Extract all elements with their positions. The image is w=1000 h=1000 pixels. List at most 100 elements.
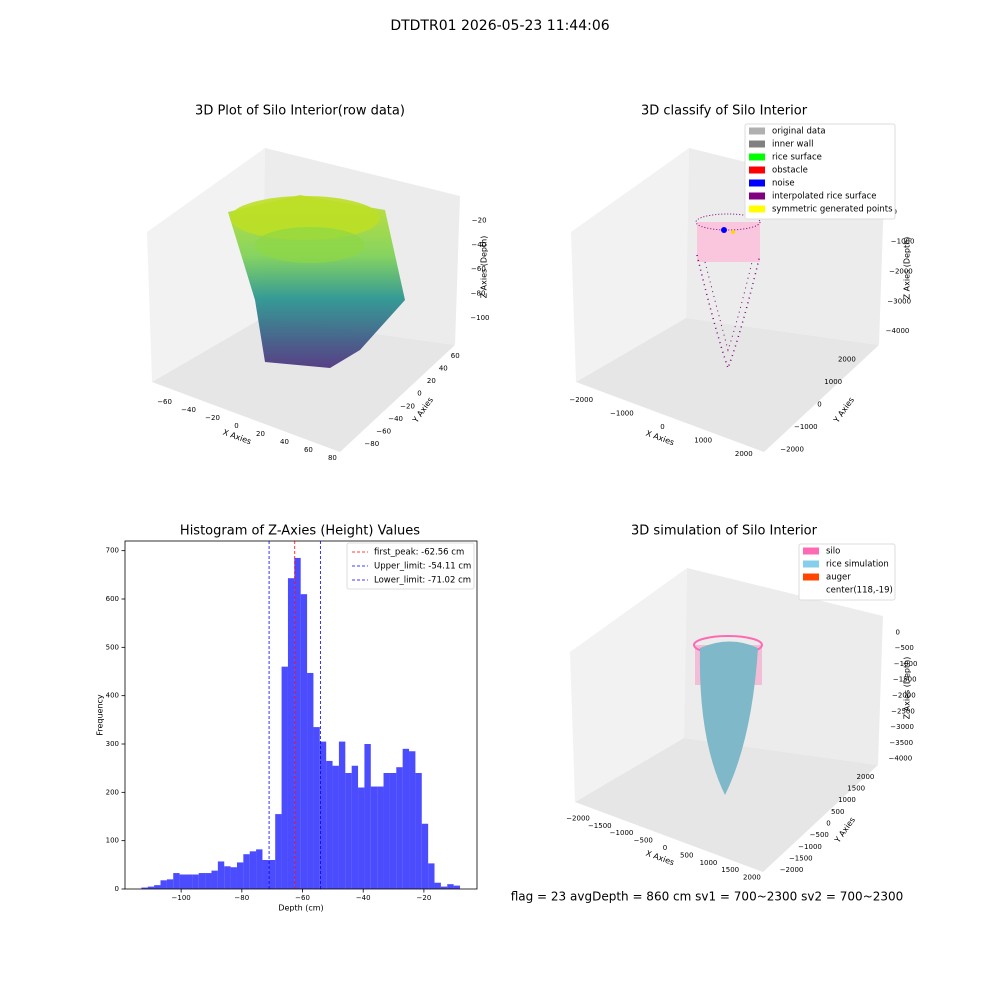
legend-box [798,543,896,601]
z-tick-label: −80 [471,289,486,297]
z-axis-label: Z Axies (Depth) [903,657,912,720]
y-tick-label: −1000 [798,843,822,851]
legend-label: center(118,-19) [826,586,893,596]
x-axis-label: X Axies [222,428,253,447]
legend-swatch [803,547,819,555]
z-tick-label: 0 [895,628,899,636]
bar [256,849,263,889]
y-tick-label: 0 [817,401,821,409]
z-tick-label: −20 [472,217,487,225]
bar [268,860,276,889]
legend-label: interpolated rice surface [772,192,877,202]
bar [198,873,206,889]
bar [211,870,218,889]
z-tick-label: −1000 [894,660,918,668]
x-axis-label: Depth (cm) [278,904,323,913]
x-tick-label: −40 [356,894,371,902]
bar [230,867,237,889]
bar [377,786,384,889]
y-tick-label: −500 [810,831,829,839]
bar [447,884,454,889]
bar [415,773,422,889]
x-tick-label: 2000 [735,450,753,458]
bar [307,672,314,889]
bar [281,666,288,889]
bar [173,873,180,889]
bar [396,767,403,889]
x-tick-label: −500 [634,837,653,845]
bar [338,741,346,889]
x-tick-label: −40 [181,406,196,414]
x-tick-label: −1000 [610,410,634,418]
z-tick-label: −1500 [893,676,917,684]
y-tick-label: 500 [831,808,844,816]
y-tick-label: 500 [106,643,119,651]
y-tick-label: 600 [106,595,119,603]
x-tick-label: −100 [172,894,191,902]
y-tick-label: 100 [106,837,119,845]
x-tick-label: 500 [680,851,693,859]
y-tick-label: 200 [106,788,119,796]
legend-label: rice simulation [826,560,889,570]
legend-swatch [803,560,819,568]
y-tick-label: 1000 [838,796,856,804]
point-cloud [228,195,405,368]
z-axis-label: Z Axies (Depth) [903,237,912,300]
y-tick-label: 400 [106,692,119,700]
legend-label: symmetric generated points [772,205,893,215]
y-tick-label: −80 [364,440,379,448]
legend-swatch [803,573,819,581]
chart-title: Histogram of Z-Axies (Height) Values [180,524,420,539]
y-tick-label: 40 [439,365,448,373]
legend-box [744,123,896,220]
bar [224,866,231,889]
y-tick-label: 2000 [857,773,875,781]
legend-label: original data [772,127,826,137]
bar [300,594,308,889]
bar [262,860,269,889]
chart-title: 3D classify of Silo Interior [641,104,808,119]
legend-label: rice surface [772,153,822,163]
y-axis-label: Y Axies [410,396,435,426]
bar [332,765,339,889]
x-tick-label: −80 [234,894,249,902]
y-tick-label: 20 [427,377,436,385]
bar [370,786,378,889]
y-tick-label: 0 [417,390,421,398]
legend-swatch [749,179,765,187]
bar [192,874,199,889]
bar [160,880,167,889]
y-axis-label: Frequency [96,694,105,736]
y-tick-label: −60 [376,427,391,435]
z-tick-label: −3000 [887,297,911,305]
y-tick-label: 0 [115,885,119,893]
z-tick-label: −100 [470,314,489,322]
bar [345,773,352,889]
y-tick-label: 700 [106,547,119,555]
bar [217,861,225,889]
bar [185,874,193,889]
chart-title: 3D Plot of Silo Interior(row data) [195,104,405,119]
x-tick-label: 1000 [694,436,712,444]
x-tick-label: 1500 [721,866,739,874]
x-tick-label: −2000 [566,814,590,822]
bar [389,773,397,889]
x-tick-label: −60 [295,894,310,902]
bar [287,578,295,889]
z-tick-label: −4000 [886,327,910,335]
bar [319,741,327,889]
x-tick-label: 40 [280,438,289,446]
legend-swatch [749,153,765,161]
bar [351,765,359,889]
legend-swatch [749,127,765,135]
x-tick-label: 1000 [700,859,718,867]
legend-label: inner wall [772,140,813,150]
x-tick-label: −1500 [588,822,612,830]
x-axis-label: X Axies [645,849,676,868]
bar [364,744,371,889]
legend-swatch [749,140,765,148]
x-tick-label: 80 [328,454,337,462]
legend-swatch [749,192,765,200]
x-tick-label: −20 [205,414,220,422]
z-tick-label: −2000 [892,692,916,700]
